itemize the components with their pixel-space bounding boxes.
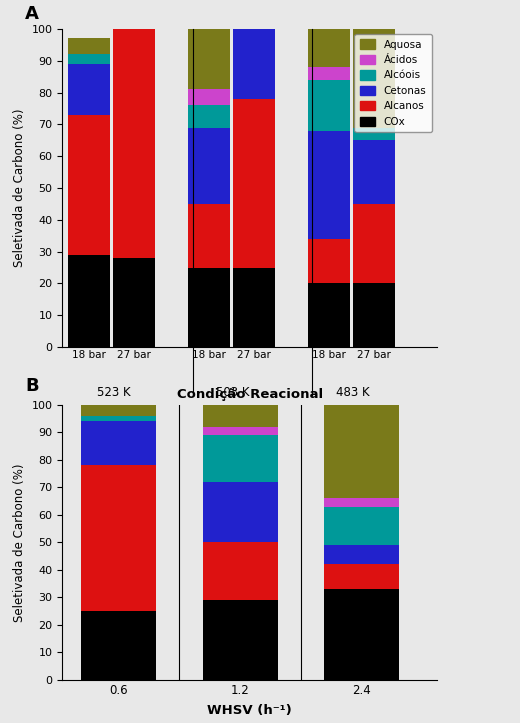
Bar — [324, 545, 399, 564]
Y-axis label: Seletivada de Carbono (%): Seletivada de Carbono (%) — [13, 108, 26, 268]
Bar — [188, 90, 230, 106]
Bar — [233, 268, 275, 347]
Bar — [81, 416, 156, 422]
Bar — [233, 29, 275, 99]
Bar — [324, 405, 399, 498]
Bar — [308, 29, 350, 67]
Bar — [308, 67, 350, 80]
Text: A: A — [25, 5, 39, 23]
Bar — [69, 254, 110, 347]
Bar — [188, 127, 230, 204]
Bar — [81, 422, 156, 466]
Bar — [353, 29, 395, 127]
Text: B: B — [25, 377, 38, 395]
Bar — [188, 29, 230, 90]
Bar — [353, 204, 395, 283]
Bar — [308, 131, 350, 239]
Bar — [308, 239, 350, 283]
Bar — [81, 611, 156, 680]
Bar — [203, 435, 278, 482]
Bar — [69, 115, 110, 254]
Bar — [353, 140, 395, 204]
Bar — [188, 106, 230, 127]
Bar — [308, 283, 350, 347]
Bar — [353, 283, 395, 347]
Bar — [188, 268, 230, 347]
Bar — [203, 482, 278, 542]
Legend: Aquosa, Ácidos, Alcóois, Cetonas, Alcanos, COx: Aquosa, Ácidos, Alcóois, Cetonas, Alcano… — [355, 34, 432, 132]
Bar — [69, 64, 110, 115]
Y-axis label: Seletivada de Carbono (%): Seletivada de Carbono (%) — [13, 463, 26, 622]
X-axis label: WHSV (h⁻¹): WHSV (h⁻¹) — [207, 703, 292, 716]
Text: 483 K: 483 K — [336, 386, 370, 399]
Bar — [81, 466, 156, 611]
Bar — [324, 564, 399, 589]
X-axis label: Condição Reacional: Condição Reacional — [176, 388, 323, 401]
Text: 503 K: 503 K — [216, 386, 250, 399]
Bar — [69, 54, 110, 64]
Bar — [324, 507, 399, 545]
Bar — [69, 38, 110, 54]
Text: 523 K: 523 K — [97, 386, 130, 399]
Bar — [308, 80, 350, 131]
Bar — [113, 258, 155, 347]
Bar — [203, 405, 278, 427]
Bar — [203, 542, 278, 600]
Bar — [203, 427, 278, 435]
Bar — [81, 405, 156, 416]
Bar — [188, 204, 230, 268]
Bar — [113, 29, 155, 258]
Bar — [324, 589, 399, 680]
Bar — [233, 99, 275, 268]
Bar — [203, 600, 278, 680]
Bar — [353, 127, 395, 140]
Bar — [324, 498, 399, 507]
